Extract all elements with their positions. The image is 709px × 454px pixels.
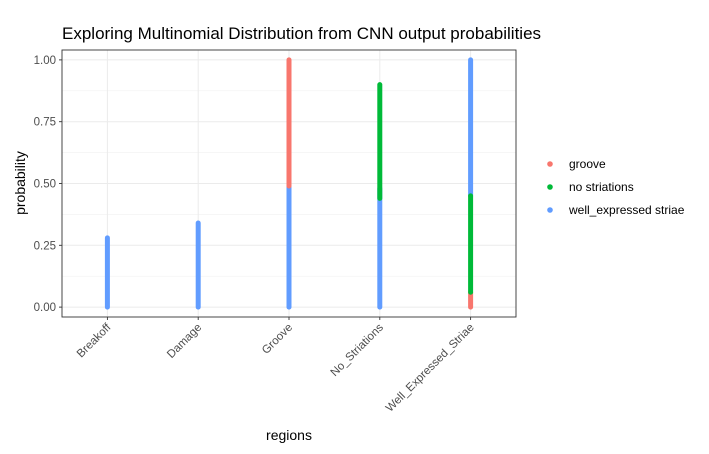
x-tick-label: Damage [165, 322, 204, 361]
y-tick-label: 1.00 [34, 55, 56, 67]
legend-label: no striations [569, 180, 634, 194]
x-axis-title: regions [266, 427, 312, 443]
x-axis: Breakoff Damage Groove No_StriationsWell_Ex… [75, 317, 477, 414]
data-marks [104, 57, 474, 310]
legend-label: groove [569, 157, 606, 171]
chart-title: Exploring Multinomial Distribution from … [62, 24, 541, 43]
legend-label: well_expressed striae [568, 203, 685, 217]
y-tick-label: 0.50 [34, 179, 56, 191]
legend-key [547, 207, 553, 213]
legend: groove no striations well_expressed striae [547, 157, 685, 217]
legend-key [547, 161, 553, 167]
y-tick-label: 0.25 [34, 240, 56, 252]
x-tick-label: Breakoff [75, 321, 114, 360]
legend-key [547, 184, 553, 190]
y-tick-label: 0.00 [34, 302, 56, 314]
x-tick-label: No_Striations [329, 321, 386, 378]
y-tick-label: 0.75 [34, 117, 56, 129]
y-axis: 0.00 0.25 0.50 0.75 1.00 [34, 55, 62, 314]
x-tick-label: Well_Expressed_Striae [384, 322, 477, 415]
x-tick-label: Groove [260, 322, 295, 357]
y-axis-title: probability [12, 151, 28, 215]
